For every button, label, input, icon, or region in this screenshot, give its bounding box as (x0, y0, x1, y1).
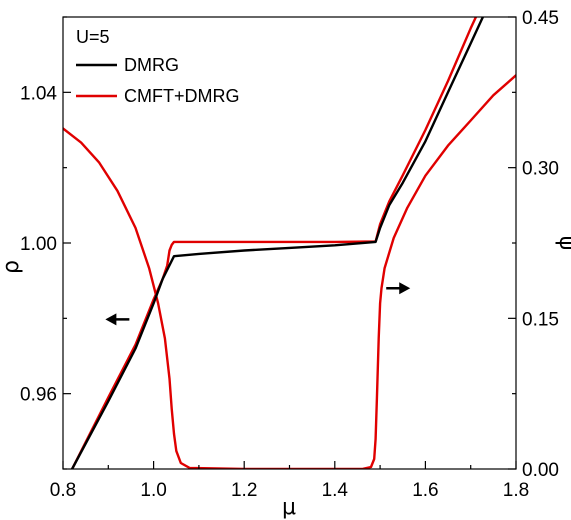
arrow-layer (105, 282, 411, 326)
series-dmrg-line (70, 17, 485, 469)
y-left-tick-label: 1.04 (20, 83, 57, 104)
series-cmft-dmrg-line (63, 74, 516, 469)
x-tick-label: 1.2 (231, 480, 257, 501)
series-layer (63, 17, 516, 469)
arrow-right-head (399, 282, 411, 295)
plot-frame (62, 16, 517, 470)
series-cmft-dmrg-line (70, 17, 478, 469)
y-right-tick-label: 0.30 (522, 159, 559, 180)
legend: U=5 DMRG CMFT+DMRG (76, 27, 240, 106)
y-right-tick-label: 0.15 (522, 309, 559, 330)
y-axis-left-title: ρ (0, 260, 24, 274)
annotation-u: U=5 (76, 27, 110, 47)
x-tick-label: 1.0 (140, 480, 166, 501)
x-axis-title: μ (282, 495, 296, 520)
arrow-left-head (105, 313, 117, 326)
x-tick-label: 1.4 (322, 480, 349, 501)
legend-label-dmrg: DMRG (124, 55, 179, 75)
y-right-tick-label: 0.00 (522, 460, 559, 481)
legend-label-cmft-dmrg: CMFT+DMRG (124, 86, 240, 106)
x-tick-label: 0.8 (50, 480, 76, 501)
x-tick-label: 1.8 (503, 480, 529, 501)
y-right-tick-label: 0.45 (522, 8, 559, 29)
x-tick-label: 1.6 (412, 480, 438, 501)
y-axis-right-title: ψ (554, 236, 571, 251)
y-left-tick-label: 1.00 (20, 234, 57, 255)
axis-layer: 0.8 1.0 1.2 1.4 1.6 1.8 0.96 1.00 1.04 0.00 0.15 0.… (20, 8, 559, 501)
y-left-tick-label: 0.96 (20, 385, 57, 406)
